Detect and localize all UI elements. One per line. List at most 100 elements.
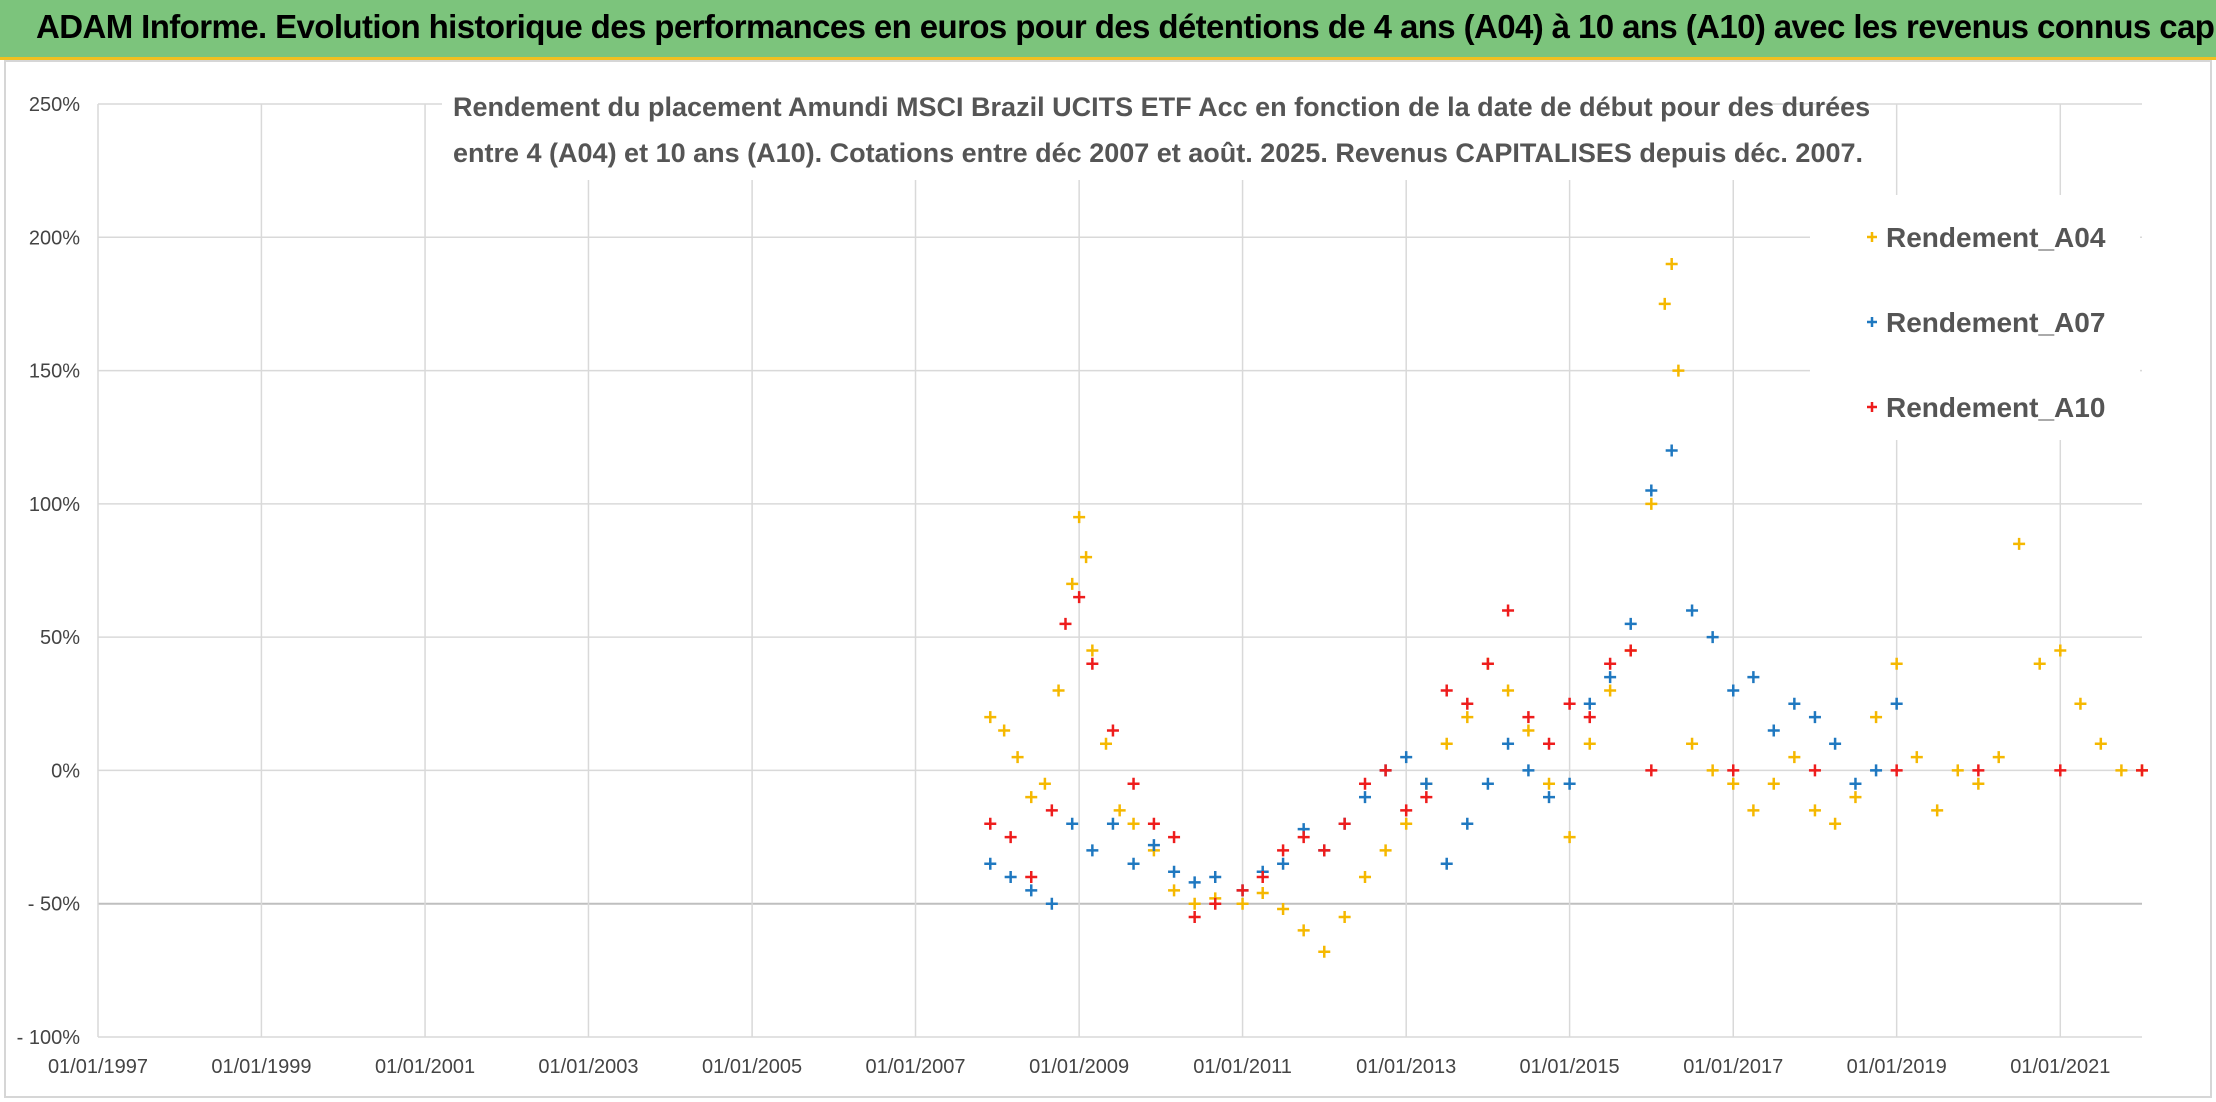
- data-point: [1686, 604, 1699, 617]
- data-point: [1604, 684, 1617, 697]
- y-tick-label: 0%: [51, 760, 80, 782]
- data-point: [1604, 671, 1617, 684]
- data-point: [1440, 737, 1453, 750]
- data-point: [1209, 897, 1222, 910]
- chart-frame: [4, 60, 2212, 1098]
- data-point: [1188, 911, 1201, 924]
- data-point: [2033, 657, 2046, 670]
- data-point: [1522, 724, 1535, 737]
- data-point: [998, 724, 1011, 737]
- data-point: [984, 817, 997, 830]
- x-tick-label: 01/01/2015: [1520, 1056, 1620, 1078]
- data-point: [1849, 791, 1862, 804]
- data-points: [984, 257, 2148, 958]
- data-point: [1359, 791, 1372, 804]
- data-point: [1277, 857, 1290, 870]
- data-point: [1461, 697, 1474, 710]
- data-point: [1808, 804, 1821, 817]
- data-point: [1910, 751, 1923, 764]
- data-point: [1543, 777, 1556, 790]
- data-point: [1890, 657, 1903, 670]
- data-point: [1338, 911, 1351, 924]
- y-tick-label: - 50%: [28, 894, 80, 916]
- data-point: [1502, 684, 1515, 697]
- data-point: [1870, 711, 1883, 724]
- y-tick-label: 250%: [29, 94, 80, 116]
- data-point: [1931, 804, 1944, 817]
- y-tick-label: 50%: [40, 627, 80, 649]
- data-point: [1645, 484, 1658, 497]
- data-point: [1025, 884, 1038, 897]
- data-point: [1706, 631, 1719, 644]
- data-point: [1563, 831, 1576, 844]
- data-point: [1440, 684, 1453, 697]
- legend-marker: [1867, 232, 1877, 242]
- data-point: [1604, 657, 1617, 670]
- data-point: [1890, 697, 1903, 710]
- data-point: [1236, 884, 1249, 897]
- data-point: [1747, 671, 1760, 684]
- data-point: [1522, 711, 1535, 724]
- data-point: [1727, 764, 1740, 777]
- data-point: [1188, 897, 1201, 910]
- data-point: [1127, 857, 1140, 870]
- data-point: [2115, 764, 2128, 777]
- data-point: [1890, 764, 1903, 777]
- data-point: [1624, 644, 1637, 657]
- y-tick-label: 200%: [29, 227, 80, 249]
- legend-marker: [1867, 402, 1877, 412]
- legend-label: Rendement_A07: [1886, 307, 2105, 338]
- data-point: [1359, 871, 1372, 884]
- x-tick-label: 01/01/2011: [1193, 1056, 1292, 1078]
- data-point: [2054, 644, 2067, 657]
- data-point: [1808, 711, 1821, 724]
- x-tick-label: 01/01/1999: [211, 1056, 311, 1078]
- data-point: [1147, 839, 1160, 852]
- data-point: [1583, 697, 1596, 710]
- data-point: [1972, 764, 1985, 777]
- data-point: [1359, 777, 1372, 790]
- data-point: [1188, 876, 1201, 889]
- x-tick-label: 01/01/1997: [48, 1056, 148, 1078]
- series-Rendement_A10: [984, 591, 2148, 924]
- data-point: [1972, 777, 1985, 790]
- axis-labels: - 100% - 50% 0% 50% 100% 150% 200% 250% 01/01/19…: [17, 94, 2111, 1078]
- data-point: [1788, 751, 1801, 764]
- data-point: [1767, 777, 1780, 790]
- legend-background: [1810, 195, 2140, 440]
- data-point: [1256, 871, 1269, 884]
- data-point: [1543, 737, 1556, 750]
- data-point: [1767, 724, 1780, 737]
- x-tick-label: 01/01/2021: [2010, 1056, 2110, 1078]
- data-point: [1100, 737, 1113, 750]
- data-point: [1706, 764, 1719, 777]
- legend-label: Rendement_A10: [1886, 392, 2105, 423]
- data-point: [1318, 844, 1331, 857]
- data-point: [1624, 617, 1637, 630]
- data-point: [1277, 903, 1290, 916]
- chart-title-line-2: entre 4 (A04) et 10 ans (A10). Cotations…: [453, 138, 1863, 168]
- data-point: [1400, 804, 1413, 817]
- grid-layer: [97, 103, 2142, 1038]
- legend: Rendement_A04 Rendement_A07 Rendement_A10: [1810, 195, 2140, 440]
- data-point: [1025, 791, 1038, 804]
- data-point: [984, 711, 997, 724]
- data-point: [1073, 511, 1086, 524]
- data-point: [1420, 777, 1433, 790]
- data-point: [1038, 777, 1051, 790]
- data-point: [1011, 751, 1024, 764]
- x-tick-label: 01/01/2003: [538, 1056, 638, 1078]
- data-point: [1849, 777, 1862, 790]
- data-point: [1747, 804, 1760, 817]
- legend-label: Rendement_A04: [1886, 222, 2106, 253]
- data-point: [2013, 537, 2026, 550]
- data-point: [1502, 604, 1515, 617]
- data-point: [1004, 831, 1017, 844]
- chart-title-background: [442, 85, 1772, 180]
- data-point: [1481, 777, 1494, 790]
- y-tick-label: 100%: [29, 494, 80, 516]
- data-point: [1870, 764, 1883, 777]
- data-point: [2136, 764, 2148, 777]
- x-tick-label: 01/01/2013: [1356, 1056, 1456, 1078]
